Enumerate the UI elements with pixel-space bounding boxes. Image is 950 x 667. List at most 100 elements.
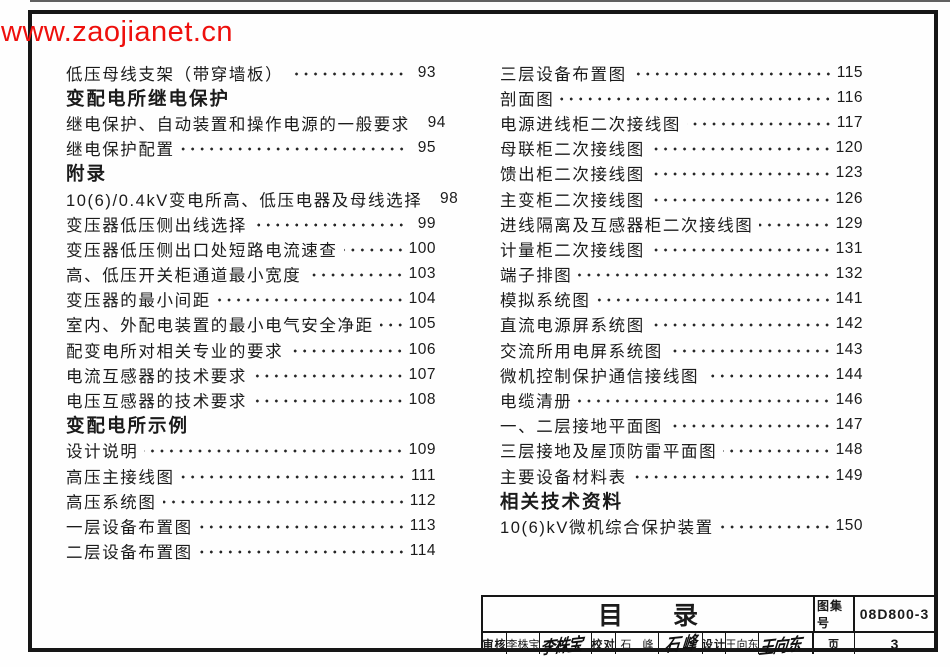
toc-entry: 端子排图 132 — [500, 262, 863, 287]
review-signature-strokes: 李株宝 — [538, 634, 583, 659]
toc-entry: 计量柜二次接线图 131 — [500, 236, 863, 261]
dot-leader — [253, 219, 406, 230]
dot-leader — [180, 144, 406, 155]
atlas-number-label: 图集号 — [813, 597, 855, 631]
toc-entry: 主要设备材料表 149 — [500, 463, 863, 488]
dot-leader — [307, 270, 405, 281]
toc-entry-page: 143 — [835, 340, 863, 358]
toc-entry-page: 115 — [836, 63, 863, 81]
review-name: 李株宝 — [507, 633, 540, 654]
dot-leader — [578, 396, 832, 407]
toc-entry-title: 进线隔离及互感器柜二次接线图 — [500, 216, 754, 235]
dot-leader — [668, 345, 832, 356]
toc-entry: 母联柜二次接线图 120 — [500, 136, 863, 161]
dot-leader — [144, 446, 405, 457]
toc-entry-page: 150 — [835, 516, 863, 534]
toc-left-column: 低压母线支架（带穿墙板） 93 变配电所继电保护 继电保护、自动装置和操作电源的一般要… — [66, 60, 458, 564]
toc-entry-title: 直流电源屏系统图 — [500, 317, 645, 336]
page-label: 页 — [813, 633, 855, 654]
toc-entry: 电压互感器的技术要求 108 — [66, 387, 436, 412]
toc-right-column: 三层设备布置图 115 剖面图 116 电源进线柜二次接线图 117 母联柜二次接线图 120… — [500, 60, 863, 539]
toc-entry: 三层接地及屋顶防雷平面图 148 — [500, 438, 863, 463]
toc-entry: 高、低压开关柜通道最小宽度 103 — [66, 262, 436, 287]
toc-entry-page: 95 — [417, 139, 436, 157]
toc-entry: 高压主接线图 111 — [66, 463, 436, 488]
dot-leader — [719, 521, 832, 532]
dot-leader — [289, 345, 405, 356]
toc-section-header: 附录 — [66, 163, 108, 185]
dot-leader — [668, 421, 832, 432]
toc-entry-page: 111 — [410, 466, 436, 484]
dot-leader — [632, 471, 832, 482]
proof-signature: 石 峰 — [659, 633, 703, 656]
toc-entry: 配变电所对相关专业的要求 106 — [66, 337, 436, 362]
proof-label: 校对 — [592, 633, 616, 654]
scan-edge-line — [30, 0, 950, 2]
dot-leader — [216, 295, 405, 306]
toc-entry-page: 141 — [835, 290, 863, 308]
toc-entry: 继电保护、自动装置和操作电源的一般要求 94 — [66, 110, 445, 135]
toc-entry-title: 微机控制保护通信接线图 — [500, 367, 700, 386]
design-signature-strokes: 王向东 — [757, 634, 802, 659]
toc-entry-page: 132 — [835, 265, 863, 283]
proof-signature-strokes: 石 峰 — [663, 633, 697, 657]
toc-entry-page: 94 — [427, 113, 446, 131]
toc-entry-page: 105 — [408, 315, 436, 333]
design-name: 王向东 — [726, 633, 759, 654]
dot-leader — [198, 521, 406, 532]
toc-section-header: 相关技术资料 — [500, 490, 624, 512]
toc-entry: 进线隔离及互感器柜二次接线图 129 — [500, 211, 863, 236]
toc-entry-title: 三层设备布置图 — [500, 65, 627, 84]
dot-leader — [687, 118, 833, 129]
toc-entry: 一层设备布置图 113 — [66, 513, 436, 538]
dot-leader — [560, 93, 833, 104]
toc-entry: 室内、外配电装置的最小电气安全净距 105 — [66, 312, 436, 337]
toc-entry-title: 变压器的最小间距 — [66, 292, 211, 311]
toc-entry-title: 计量柜二次接线图 — [500, 241, 645, 260]
toc-entry-page: 117 — [836, 113, 863, 131]
title-block-row-top: 目 录 图集号 08D800-3 — [483, 597, 934, 631]
dot-leader — [650, 320, 832, 331]
toc-entry-title: 端子排图 — [500, 267, 573, 286]
toc-entry-page: 123 — [835, 164, 863, 182]
toc-entry: 电缆清册 146 — [500, 387, 863, 412]
toc-entry-page: 93 — [417, 63, 436, 81]
dot-leader — [650, 144, 832, 155]
toc-entry-title: 主变柜二次接线图 — [500, 191, 645, 210]
atlas-number-value: 08D800-3 — [859, 606, 930, 622]
review-signature: 李株宝 — [539, 633, 592, 659]
toc-entry-title: 配变电所对相关专业的要求 — [66, 342, 284, 361]
toc-entry-page: 144 — [835, 365, 863, 383]
toc-entry-title: 母联柜二次接线图 — [500, 141, 645, 160]
dot-leader — [379, 320, 405, 331]
toc-entry-title: 低压母线支架（带穿墙板） — [66, 65, 284, 84]
toc-entry-page: 109 — [408, 441, 436, 459]
toc-entry-title: 变压器低压侧出线选择 — [66, 216, 247, 235]
toc-entry-title: 继电保护配置 — [66, 141, 175, 160]
toc-entry-title: 室内、外配电装置的最小电气安全净距 — [66, 317, 374, 336]
dot-leader — [759, 219, 832, 230]
dot-leader — [650, 169, 832, 180]
toc-entry: 变压器低压侧出线选择 99 — [66, 211, 436, 236]
toc-entry-page: 142 — [835, 315, 863, 333]
dot-leader — [253, 396, 405, 407]
toc-entry-title: 电流互感器的技术要求 — [66, 367, 247, 386]
toc-entry: 模拟系统图 141 — [500, 287, 863, 312]
design-signature: 王向东 — [758, 633, 813, 659]
toc-entry: 10(6)/0.4kV变电所高、低压电器及母线选择 98 — [66, 186, 458, 211]
dot-leader — [705, 370, 832, 381]
toc-entry: 三层设备布置图 115 — [500, 60, 863, 85]
toc-entry: 变压器的最小间距 104 — [66, 287, 436, 312]
toc-entry-title: 一层设备布置图 — [66, 518, 193, 537]
toc-entry-title: 10(6)/0.4kV变电所高、低压电器及母线选择 — [66, 191, 423, 210]
toc-entry-title: 10(6)kV微机综合保护装置 — [500, 518, 714, 537]
toc-entry: 高压系统图 112 — [66, 488, 436, 513]
proof-name: 石 峰 — [616, 633, 659, 654]
dot-leader — [723, 446, 832, 457]
dot-leader — [632, 68, 833, 79]
dot-leader — [343, 244, 405, 255]
toc-title: 目 录 — [597, 602, 698, 630]
toc-entry-page: 107 — [408, 365, 436, 383]
toc-entry-page: 112 — [409, 491, 436, 509]
